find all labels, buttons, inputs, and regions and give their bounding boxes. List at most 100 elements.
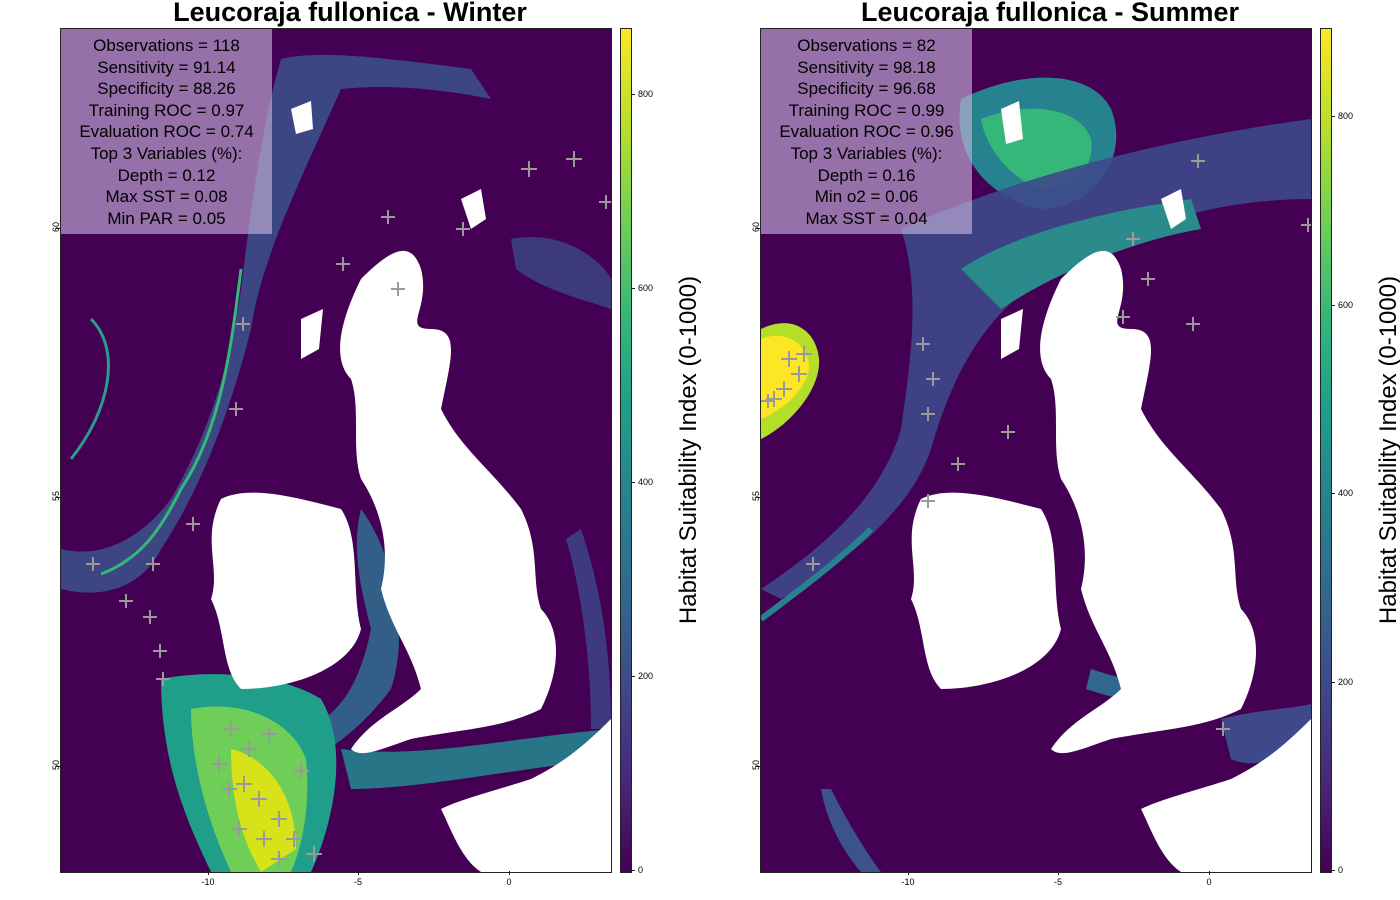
stat-line: Max SST = 0.08 — [105, 187, 228, 207]
x-tick-label: 0 — [1206, 877, 1212, 887]
stat-line: Max SST = 0.04 — [805, 208, 928, 228]
x-tick-mark — [509, 871, 510, 875]
summer-map-title: Leucoraja fullonica - Summer — [860, 0, 1240, 27]
x-tick-mark — [208, 871, 209, 875]
winter-map: Observations = 118 Sensitivity = 91.14 S… — [60, 28, 612, 873]
stat-line: Depth = 0.16 — [817, 165, 916, 185]
colorbar-tick — [631, 870, 635, 871]
y-tick-mark — [56, 497, 60, 498]
colorbar-tick — [1331, 116, 1335, 117]
great-britain-landmass — [1040, 250, 1256, 754]
north-sea-band — [566, 529, 611, 729]
observation-markers — [86, 151, 611, 867]
stat-line: Top 3 Variables (%): — [90, 143, 243, 163]
y-tick-label: 60 — [51, 222, 61, 233]
observation-markers — [761, 154, 1311, 736]
colorbar-label: 800 — [1338, 111, 1354, 121]
colorbar-tick — [1331, 305, 1335, 306]
colorbar-tick — [631, 482, 635, 483]
ireland-landmass — [911, 492, 1061, 689]
colorbar-tick — [631, 288, 635, 289]
stat-line: Specificity = 96.68 — [797, 79, 936, 99]
colorbar-tick — [1331, 493, 1335, 494]
shelf-edge-line — [100, 268, 243, 576]
x-tick-mark — [358, 871, 359, 875]
stat-line: Observations = 118 — [93, 36, 240, 55]
x-tick-label: 0 — [506, 877, 512, 887]
shelf-edge-north — [961, 199, 1201, 309]
x-tick-mark — [1209, 871, 1210, 875]
x-tick-label: -10 — [901, 877, 915, 887]
colorbar-label: 400 — [638, 477, 654, 487]
colorbar-label: 0 — [638, 865, 644, 875]
colorbar-label: 600 — [638, 283, 654, 293]
summer-map-canvas — [761, 77, 1311, 872]
y-tick-mark — [756, 766, 760, 767]
stat-line: Training ROC = 0.99 — [788, 100, 945, 120]
stat-line: Specificity = 88.26 — [97, 79, 236, 99]
colorbar-tick — [1331, 682, 1335, 683]
faroe-islands — [1001, 101, 1023, 144]
winter-colorbar-title: Habitat Suitability Index (0-1000) — [675, 275, 702, 625]
x-tick-label: -5 — [1053, 877, 1062, 887]
colorbar-label: 800 — [638, 89, 654, 99]
winter-map-title: Leucoraja fullonica - Winter — [173, 0, 527, 27]
hebrides-islands — [301, 309, 323, 359]
stat-line: Min PAR = 0.05 — [107, 208, 226, 228]
y-tick-label: 50 — [51, 760, 61, 771]
y-tick-mark — [56, 766, 60, 767]
y-tick-label: 50 — [751, 760, 761, 771]
y-tick-label: 60 — [751, 222, 761, 233]
stat-line: Min o2 = 0.06 — [814, 187, 919, 207]
summer-panel: Leucoraja fullonica - Summer — [700, 0, 1400, 900]
channel-band — [341, 729, 611, 789]
hotspot-core — [231, 749, 296, 872]
summer-stats-box: Observations = 82 Sensitivity = 98.18 Sp… — [761, 29, 972, 234]
stat-line: Evaluation ROC = 0.96 — [779, 122, 954, 142]
winter-stats-box: Observations = 118 Sensitivity = 91.14 S… — [61, 29, 272, 234]
x-tick-label: -10 — [201, 877, 215, 887]
winter-colorbar — [620, 28, 632, 873]
colorbar-tick — [631, 94, 635, 95]
shetland-islands — [461, 189, 486, 229]
great-britain-landmass — [340, 250, 556, 754]
summer-map: Observations = 82 Sensitivity = 98.18 Sp… — [760, 28, 1312, 873]
summer-colorbar — [1320, 28, 1332, 873]
y-tick-mark — [56, 228, 60, 229]
summer-colorbar-title: Habitat Suitability Index (0-1000) — [1375, 275, 1400, 625]
stat-line: Sensitivity = 98.18 — [797, 57, 936, 77]
stat-line: Sensitivity = 91.14 — [97, 57, 236, 77]
colorbar-tick — [1331, 870, 1335, 871]
x-tick-mark — [908, 871, 909, 875]
hebrides-islands — [1001, 309, 1023, 359]
x-tick-label: -5 — [353, 877, 362, 887]
biscay-band — [821, 789, 881, 872]
faroe-islands — [291, 101, 313, 134]
france-landmass — [1141, 719, 1311, 872]
y-tick-label: 55 — [751, 491, 761, 502]
shelf-edge-line — [761, 526, 874, 622]
france-landmass — [441, 719, 611, 872]
colorbar-label: 600 — [1338, 300, 1354, 310]
y-tick-mark — [756, 497, 760, 498]
stat-line: Training ROC = 0.97 — [88, 100, 245, 120]
stat-line: Observations = 82 — [797, 36, 936, 55]
stat-line: Depth = 0.12 — [117, 165, 216, 185]
shetland-islands — [1161, 189, 1186, 229]
western-ridge-line — [69, 317, 110, 460]
ireland-landmass — [211, 492, 361, 689]
y-tick-label: 55 — [51, 491, 61, 502]
x-tick-mark — [1058, 871, 1059, 875]
stat-line: Evaluation ROC = 0.74 — [79, 122, 254, 142]
colorbar-tick — [631, 676, 635, 677]
colorbar-label: 200 — [1338, 677, 1354, 687]
winter-panel: Leucoraja fullonica - Winter — [51, 0, 702, 887]
shelf-band-east — [511, 237, 611, 309]
winter-map-canvas — [61, 54, 611, 872]
colorbar-label: 400 — [1338, 488, 1354, 498]
colorbar-label: 200 — [638, 671, 654, 681]
shelf-band — [61, 54, 491, 593]
irish-sea-band — [301, 509, 400, 759]
y-tick-mark — [756, 228, 760, 229]
colorbar-label: 0 — [1338, 865, 1344, 875]
